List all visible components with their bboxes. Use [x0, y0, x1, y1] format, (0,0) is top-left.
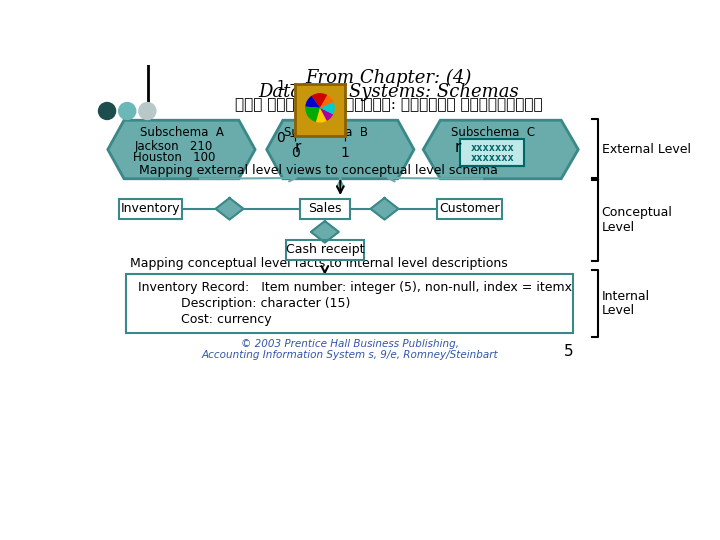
Text: 5: 5 — [564, 344, 574, 359]
Text: Description: character (15): Description: character (15) — [181, 297, 350, 310]
FancyBboxPatch shape — [127, 274, 573, 333]
Text: r: r — [294, 140, 301, 156]
Text: Conceptual
Level: Conceptual Level — [601, 206, 672, 234]
Text: Subschema  A: Subschema A — [140, 126, 223, 139]
Text: نظم قواعد البيانات: الرسوم التخطيطية: نظم قواعد البيانات: الرسوم التخطيطية — [235, 98, 542, 112]
Polygon shape — [311, 221, 339, 242]
Text: Inventory Record:   Item number: integer (5), non-null, index = itemx: Inventory Record: Item number: integer (… — [138, 281, 572, 294]
Wedge shape — [320, 102, 335, 114]
Text: Subschema  B: Subschema B — [284, 126, 369, 139]
Text: Sales: Sales — [308, 202, 341, 215]
Text: External Level: External Level — [601, 143, 690, 156]
Wedge shape — [320, 108, 333, 121]
Wedge shape — [320, 95, 333, 108]
Text: Cash receipt: Cash receipt — [286, 243, 364, 256]
FancyBboxPatch shape — [119, 199, 182, 219]
FancyBboxPatch shape — [286, 240, 364, 260]
Text: r: r — [455, 140, 462, 156]
Text: Jackson   210: Jackson 210 — [135, 140, 213, 153]
Text: Houston   100: Houston 100 — [132, 151, 215, 164]
Wedge shape — [305, 106, 320, 122]
Text: Customer: Customer — [439, 202, 500, 215]
Text: From Chapter: (4): From Chapter: (4) — [305, 69, 472, 87]
Wedge shape — [316, 108, 327, 123]
Text: Mapping conceptual level facts to internal level descriptions: Mapping conceptual level facts to intern… — [130, 257, 508, 270]
Text: © 2003 Prentice Hall Business Publishing,
Accounting Information System s, 9/e, : © 2003 Prentice Hall Business Publishing… — [202, 339, 498, 361]
Text: Subschema  C: Subschema C — [451, 126, 535, 139]
Text: xxxxxxx: xxxxxxx — [471, 143, 515, 153]
Polygon shape — [266, 120, 414, 179]
Circle shape — [139, 103, 156, 119]
Polygon shape — [371, 198, 398, 220]
Polygon shape — [108, 120, 255, 179]
Text: Database Systems: Schemas: Database Systems: Schemas — [258, 83, 518, 101]
Text: xxxxxxx: xxxxxxx — [471, 153, 515, 163]
Wedge shape — [312, 93, 328, 108]
Wedge shape — [305, 96, 320, 108]
Text: Cost: currency: Cost: currency — [181, 313, 271, 326]
Polygon shape — [423, 120, 578, 179]
Text: Mapping external level views to conceptual level schema: Mapping external level views to conceptu… — [139, 164, 498, 177]
FancyBboxPatch shape — [300, 199, 350, 219]
Circle shape — [99, 103, 116, 119]
Text: Internal
Level: Internal Level — [601, 289, 649, 318]
Circle shape — [119, 103, 136, 119]
Polygon shape — [215, 198, 243, 220]
FancyBboxPatch shape — [437, 199, 503, 219]
FancyBboxPatch shape — [461, 139, 524, 166]
Text: Inventory: Inventory — [121, 202, 180, 215]
